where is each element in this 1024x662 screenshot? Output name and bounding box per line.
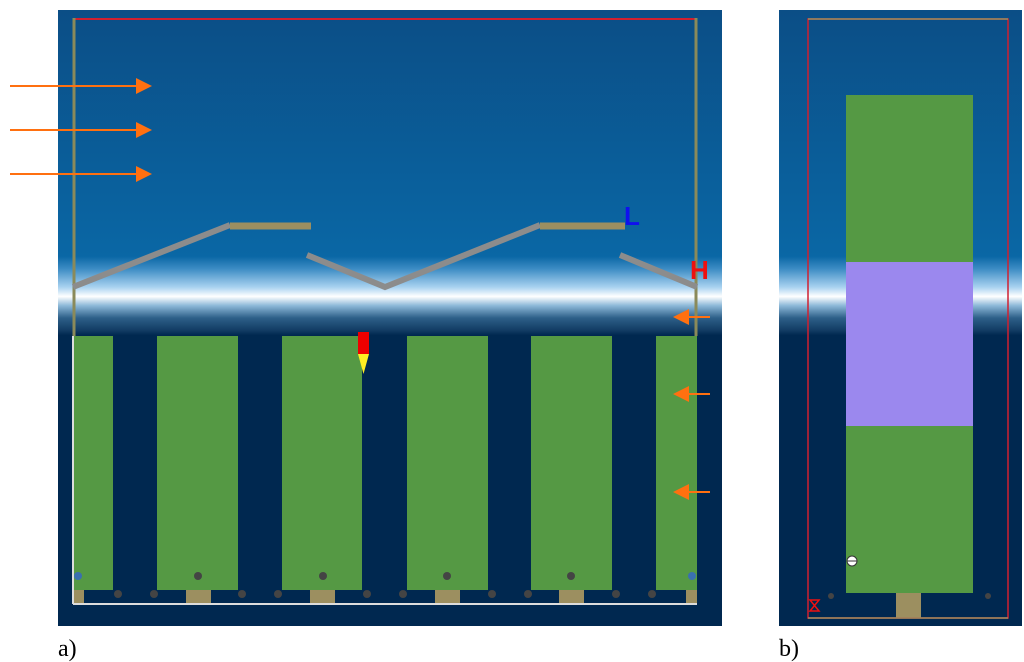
annotation-h: H [690, 255, 709, 285]
probe [358, 332, 369, 354]
panel-a: L H [10, 10, 722, 626]
panel-b [779, 10, 1022, 626]
panel-label: a) [58, 636, 77, 662]
base [896, 593, 921, 618]
figure: L H a) b) [0, 0, 1024, 662]
column-top [846, 95, 973, 262]
column-bottom [846, 426, 973, 593]
column-middle [846, 262, 973, 426]
dot [828, 593, 834, 599]
dot [985, 593, 991, 599]
annotation-l: L [624, 201, 640, 231]
panel-label: b) [779, 636, 799, 662]
